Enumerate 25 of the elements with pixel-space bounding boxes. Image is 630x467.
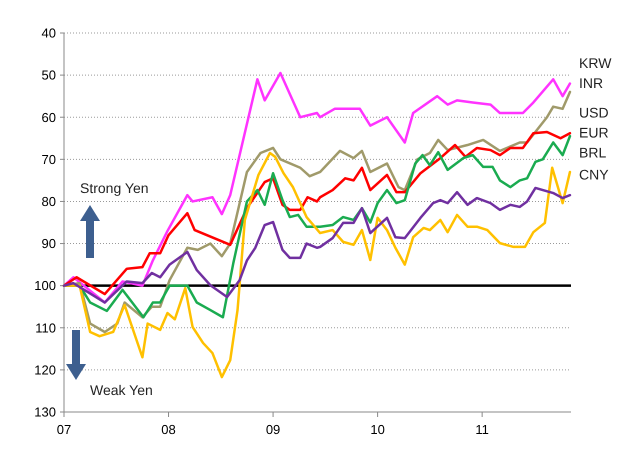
y-tick-label: 110 <box>35 320 56 336</box>
series-label: KRW <box>579 54 612 71</box>
annotation: Weak Yen <box>90 382 153 398</box>
annotation: Strong Yen <box>80 180 149 196</box>
line-series <box>62 152 572 378</box>
series-label: EUR <box>579 124 609 141</box>
series-label: CNY <box>579 166 610 182</box>
y-tick-label: 60 <box>42 110 56 125</box>
y-tick-label: 40 <box>42 26 56 41</box>
y-tick-label: 90 <box>42 236 56 252</box>
y-tick-label: 120 <box>34 362 56 378</box>
y-tick-label: 100 <box>34 278 56 294</box>
y-tick-label: 50 <box>42 68 56 83</box>
x-tick-label: 07 <box>56 422 72 437</box>
x-tick-label: 11 <box>475 422 489 437</box>
series-label: INR <box>579 74 604 91</box>
series-label: USD <box>579 104 609 121</box>
series-label: BRL <box>579 144 606 161</box>
x-tick-label: 10 <box>370 422 385 437</box>
y-tick-label: 80 <box>42 194 56 209</box>
x-tick-label: 08 <box>161 422 176 437</box>
y-tick-label: 130 <box>34 404 56 420</box>
line-series <box>62 72 572 304</box>
x-tick-label: 09 <box>266 422 280 437</box>
y-tick-label: 70 <box>42 152 56 167</box>
